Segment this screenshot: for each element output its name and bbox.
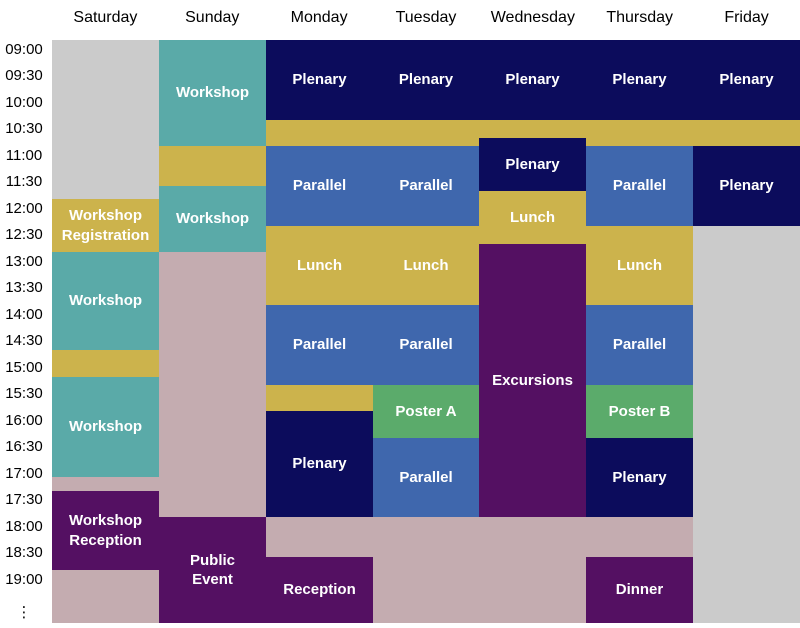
event-block: Workshop xyxy=(159,186,266,252)
time-label: 10:00 xyxy=(5,93,43,111)
time-label: 12:00 xyxy=(5,199,43,217)
event-block: Plenary xyxy=(479,138,586,191)
empty-slot xyxy=(373,120,479,146)
time-label: 09:00 xyxy=(5,40,43,58)
event-block: Lunch xyxy=(373,226,479,305)
day-header-friday: Friday xyxy=(724,9,769,26)
empty-slot xyxy=(159,252,266,517)
time-label: 10:30 xyxy=(5,120,43,137)
event-block: Poster A xyxy=(373,385,479,438)
time-label: 11:00 xyxy=(5,146,43,164)
time-label: 09:30 xyxy=(5,67,43,84)
empty-slot xyxy=(586,120,693,146)
empty-slot xyxy=(373,517,479,623)
event-block: Plenary xyxy=(586,438,693,517)
event-block: Plenary xyxy=(693,146,800,226)
time-label: 16:00 xyxy=(5,411,43,429)
time-label: 19:00 xyxy=(5,570,43,588)
empty-slot xyxy=(52,477,159,491)
empty-slot xyxy=(266,517,373,557)
time-label: 13:00 xyxy=(5,252,43,270)
empty-slot xyxy=(693,226,800,623)
event-block: Plenary xyxy=(693,40,800,120)
continuation-marker: ⋮ xyxy=(16,604,32,621)
event-block: Dinner xyxy=(586,557,693,623)
event-block: Public Event xyxy=(159,517,266,623)
time-label: 18:30 xyxy=(5,544,43,561)
event-block: Lunch xyxy=(479,191,586,244)
day-header-sunday: Sunday xyxy=(185,9,240,26)
time-label: 13:30 xyxy=(5,279,43,296)
event-block: Plenary xyxy=(586,40,693,120)
empty-slot xyxy=(159,146,266,186)
day-header-saturday: Saturday xyxy=(73,9,138,26)
empty-slot xyxy=(479,120,586,138)
empty-slot xyxy=(52,350,159,377)
empty-slot xyxy=(693,120,800,146)
time-label: 14:30 xyxy=(5,332,43,349)
empty-slot xyxy=(586,517,693,557)
empty-slot xyxy=(52,570,159,623)
time-label: 17:00 xyxy=(5,464,43,482)
day-header-thursday: Thursday xyxy=(606,9,674,26)
time-label: 14:00 xyxy=(5,305,43,323)
event-block: Workshop Registration xyxy=(52,199,159,252)
day-header-tuesday: Tuesday xyxy=(395,9,457,26)
day-header-wednesday: Wednesday xyxy=(490,9,575,26)
empty-slot xyxy=(266,120,373,146)
time-label: 11:30 xyxy=(5,173,43,190)
event-block: Workshop xyxy=(52,377,159,477)
event-block: Workshop xyxy=(159,40,266,146)
event-block: Parallel xyxy=(373,146,479,226)
time-label: 18:00 xyxy=(5,517,43,535)
event-block: Poster B xyxy=(586,385,693,438)
event-block: Excursions xyxy=(479,244,586,517)
event-block: Plenary xyxy=(479,40,586,120)
day-header-monday: Monday xyxy=(290,9,348,26)
event-block: Reception xyxy=(266,557,373,623)
empty-slot xyxy=(52,40,159,199)
time-label: 17:30 xyxy=(5,491,43,508)
event-block: Parallel xyxy=(373,438,479,517)
event-block: Parallel xyxy=(373,305,479,385)
empty-slot xyxy=(266,385,373,411)
event-block: Plenary xyxy=(373,40,479,120)
time-label: 16:30 xyxy=(5,438,43,455)
event-block: Lunch xyxy=(266,226,373,305)
event-block: Parallel xyxy=(586,146,693,226)
event-block: Parallel xyxy=(266,305,373,385)
event-block: Workshop Reception xyxy=(52,491,159,570)
time-label: 12:30 xyxy=(5,226,43,243)
event-block: Parallel xyxy=(586,305,693,385)
event-block: Plenary xyxy=(266,40,373,120)
time-label: 15:30 xyxy=(5,385,43,402)
time-label: 15:00 xyxy=(5,358,43,376)
event-block: Parallel xyxy=(266,146,373,226)
event-block: Workshop xyxy=(52,252,159,350)
event-block: Plenary xyxy=(266,411,373,517)
event-block: Lunch xyxy=(586,226,693,305)
empty-slot xyxy=(479,517,586,623)
